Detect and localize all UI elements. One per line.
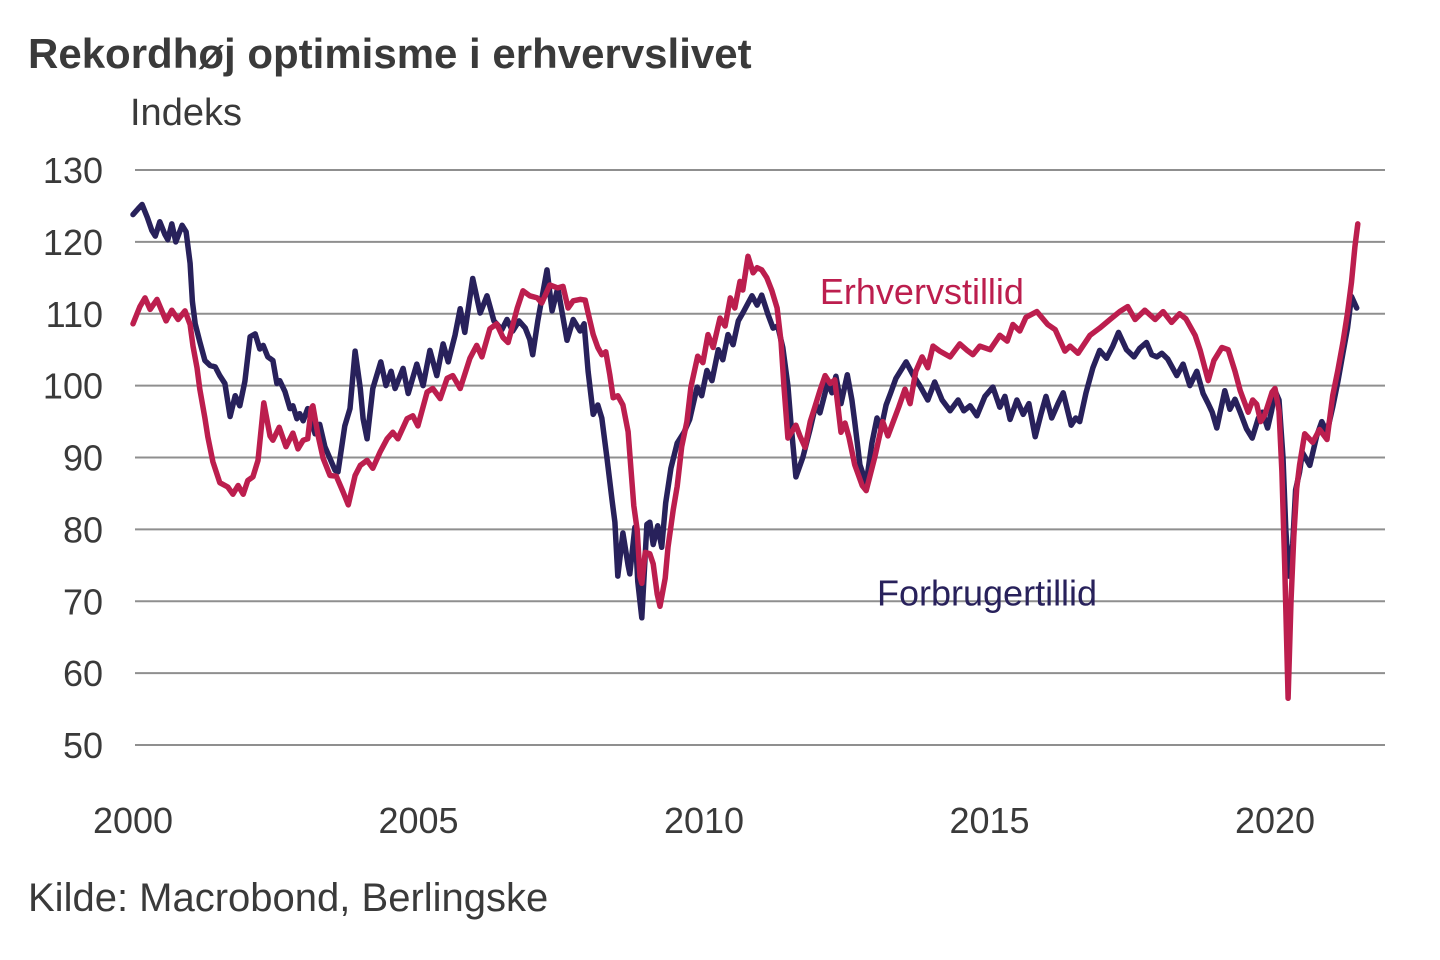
y-tick-120: 120 [43,222,103,263]
y-axis-title: Indeks [130,92,242,134]
y-tick-50: 50 [63,725,103,766]
forbrugertillid-line [130,201,1360,621]
y-tick-110: 110 [46,294,103,335]
x-tick-2010: 2010 [664,800,744,841]
x-tick-2000: 2000 [93,800,173,841]
chart-title: Rekordhøj optimisme i erhvervslivet [28,30,752,77]
forbrugertillid-label: Forbrugertillid [877,573,1097,614]
y-tick-90: 90 [63,438,103,479]
x-tick-2005: 2005 [378,800,458,841]
y-tick-100: 100 [43,366,103,407]
y-tick-60: 60 [63,653,103,694]
source-note: Kilde: Macrobond, Berlingske [28,876,549,920]
y-tick-80: 80 [63,509,103,550]
y-tick-130: 130 [43,150,103,191]
y-tick-70: 70 [63,581,103,622]
x-tick-2015: 2015 [949,800,1029,841]
erhvervstillid-label: Erhvervstillid [820,271,1024,312]
x-tick-2020: 2020 [1235,800,1315,841]
erhvervstillid-line [130,221,1361,702]
